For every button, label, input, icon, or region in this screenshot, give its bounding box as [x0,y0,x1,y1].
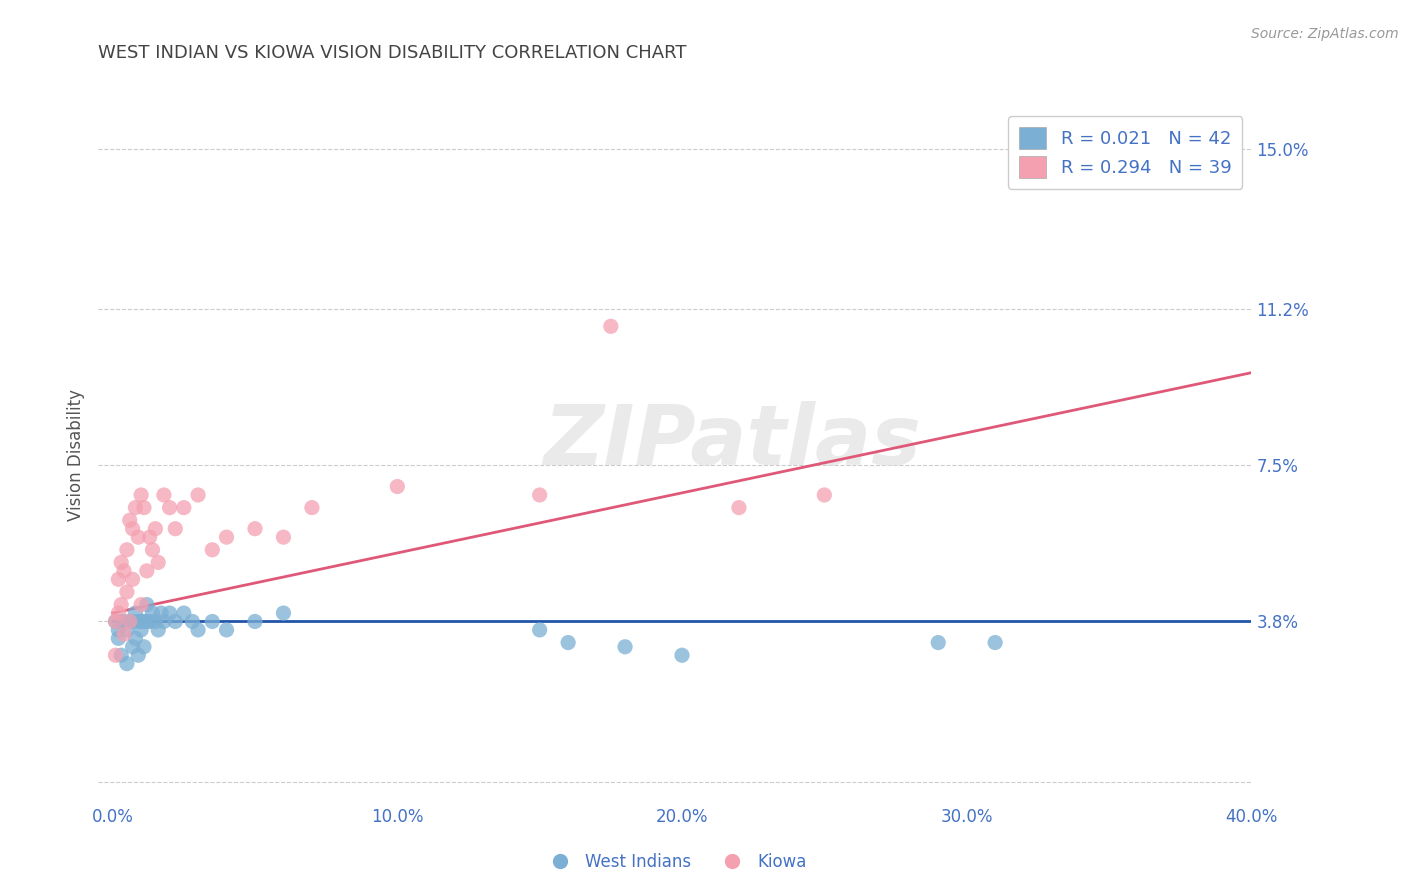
Point [115,623,138,637]
Point [387,479,409,493]
Point [927,635,949,649]
Point [112,564,135,578]
Point [129,598,152,612]
Point [121,640,143,654]
Point [121,572,143,586]
Text: WEST INDIAN VS KIOWA VISION DISABILITY CORRELATION CHART: WEST INDIAN VS KIOWA VISION DISABILITY C… [98,45,688,62]
Point [173,500,195,515]
Point [107,572,129,586]
Point [104,615,127,629]
Point [138,615,160,629]
Point [215,530,238,544]
Point [110,648,132,663]
Point [124,500,146,515]
Text: ZIPatlas: ZIPatlas [544,401,921,482]
Point [243,615,266,629]
Point [129,488,152,502]
Point [529,623,551,637]
Point [138,530,160,544]
Point [132,615,155,629]
Point [150,606,173,620]
Point [115,657,138,671]
Point [141,542,163,557]
Text: Source: ZipAtlas.com: Source: ZipAtlas.com [1251,27,1399,41]
Point [104,615,127,629]
Point [529,488,551,502]
Point [557,635,579,649]
Point [132,640,155,654]
Point [110,615,132,629]
Point [165,522,187,536]
Point [141,606,163,620]
Point [599,319,621,334]
Point [135,598,157,612]
Point [153,615,176,629]
Point [129,623,152,637]
Point [110,556,132,570]
Point [121,615,143,629]
Point [201,542,224,557]
Legend: West Indians, Kiowa: West Indians, Kiowa [536,847,814,878]
Point [112,627,135,641]
Point [301,500,323,515]
Point [148,623,170,637]
Point [129,615,152,629]
Point [110,598,132,612]
Point [201,615,224,629]
Point [104,648,127,663]
Point [107,632,129,646]
Point [124,632,146,646]
Point [115,542,138,557]
Point [614,640,637,654]
Point [118,615,141,629]
Point [813,488,835,502]
Point [187,623,209,637]
Point [132,500,155,515]
Point [107,623,129,637]
Point [728,500,751,515]
Point [165,615,187,629]
Point [984,635,1007,649]
Y-axis label: Vision Disability: Vision Disability [66,389,84,521]
Point [187,488,209,502]
Point [115,585,138,599]
Point [243,522,266,536]
Point [127,648,149,663]
Point [118,615,141,629]
Point [671,648,693,663]
Point [112,615,135,629]
Point [143,522,166,536]
Point [273,606,295,620]
Point [181,615,204,629]
Point [159,500,181,515]
Point [107,606,129,620]
Point [273,530,295,544]
Point [118,513,141,527]
Point [159,606,181,620]
Point [148,556,170,570]
Point [135,615,157,629]
Point [215,623,238,637]
Point [127,530,149,544]
Point [173,606,195,620]
Point [153,488,176,502]
Point [121,522,143,536]
Point [127,615,149,629]
Point [124,606,146,620]
Point [143,615,166,629]
Point [135,564,157,578]
